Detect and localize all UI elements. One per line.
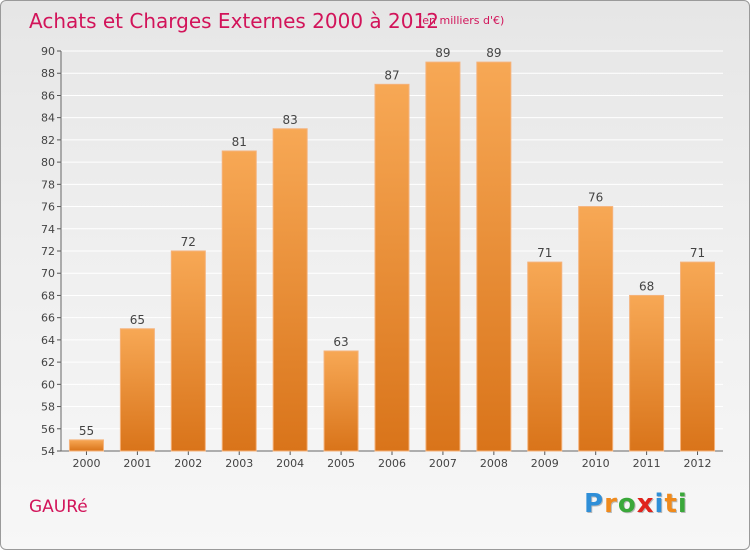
y-tick-label: 56 (41, 423, 55, 436)
logo-letter: r (604, 489, 618, 519)
data-label: 65 (130, 313, 145, 327)
data-labels: 55 65 72 81 83 63 87 89 89 71 76 68 71 (79, 46, 705, 438)
y-tick-label: 72 (41, 245, 55, 258)
y-tick-label: 66 (41, 312, 55, 325)
bar-2007 (425, 61, 461, 452)
bar-2002 (170, 250, 206, 452)
data-label: 76 (588, 191, 603, 205)
y-tick-label: 54 (41, 445, 55, 458)
chart-title: Achats et Charges Externes 2000 à 2012 (29, 9, 439, 33)
x-tick-label: 2004 (276, 457, 304, 470)
logo-letter: x (636, 489, 655, 519)
data-label: 63 (333, 335, 348, 349)
logo-letter: t (664, 489, 678, 519)
proxiti-logo: Proxiti (584, 489, 688, 519)
y-tick-label: 76 (41, 201, 55, 214)
bar-2008 (476, 61, 512, 452)
y-tick-label: 84 (41, 112, 55, 125)
data-label: 81 (232, 135, 247, 149)
x-tick-label: 2001 (123, 457, 151, 470)
data-label: 71 (537, 246, 552, 260)
data-label: 71 (690, 246, 705, 260)
logo-letter: i (654, 489, 665, 519)
x-tick-label: 2008 (480, 457, 508, 470)
x-tick-label: 2007 (429, 457, 457, 470)
y-tick-label: 90 (41, 45, 55, 58)
y-tick-label: 80 (41, 156, 55, 169)
axes: 54 56 58 60 62 64 66 68 70 72 74 76 78 80 82 84 86 88 90 20… (41, 45, 723, 470)
commune-name: GAURé (29, 497, 88, 517)
x-tick-label: 2005 (327, 457, 355, 470)
y-tick-label: 88 (41, 67, 55, 80)
x-tick-label: 2009 (531, 457, 559, 470)
y-tick-label: 62 (41, 356, 55, 369)
data-label: 89 (486, 46, 501, 60)
data-label: 68 (639, 279, 654, 293)
bars (68, 61, 716, 452)
data-label: 89 (435, 46, 450, 60)
chart-subtitle: (en milliers d'€) (418, 14, 505, 27)
y-tick-label: 82 (41, 134, 55, 147)
data-label: 83 (283, 113, 298, 127)
bar-2012 (680, 261, 716, 452)
x-tick-label: 2003 (225, 457, 253, 470)
bar-2005 (323, 350, 359, 452)
bar-2000 (68, 439, 104, 452)
y-tick-label: 58 (41, 401, 55, 414)
bar-2009 (527, 261, 563, 452)
x-tick-label: 2011 (633, 457, 661, 470)
y-tick-label: 68 (41, 289, 55, 302)
bar-2004 (272, 128, 308, 452)
bar-2010 (578, 206, 614, 452)
y-tick-label: 74 (41, 223, 55, 236)
bar-2011 (629, 294, 665, 452)
logo-letter: i (677, 489, 688, 519)
x-tick-label: 2000 (72, 457, 100, 470)
x-tick-label: 2006 (378, 457, 406, 470)
data-label: 72 (181, 235, 196, 249)
y-tick-label: 78 (41, 178, 55, 191)
bar-2001 (119, 328, 155, 452)
y-tick-label: 64 (41, 334, 55, 347)
x-tick-label: 2002 (174, 457, 202, 470)
y-tick-label: 60 (41, 378, 55, 391)
x-tick-label: 2012 (684, 457, 712, 470)
logo-letter: o (617, 489, 637, 519)
data-label: 87 (384, 68, 399, 82)
y-tick-label: 86 (41, 89, 55, 102)
x-tick-label: 2010 (582, 457, 610, 470)
logo-letter: P (584, 489, 605, 519)
bar-2003 (221, 150, 257, 452)
bar-2006 (374, 83, 410, 452)
data-label: 55 (79, 424, 94, 438)
y-tick-label: 70 (41, 267, 55, 280)
